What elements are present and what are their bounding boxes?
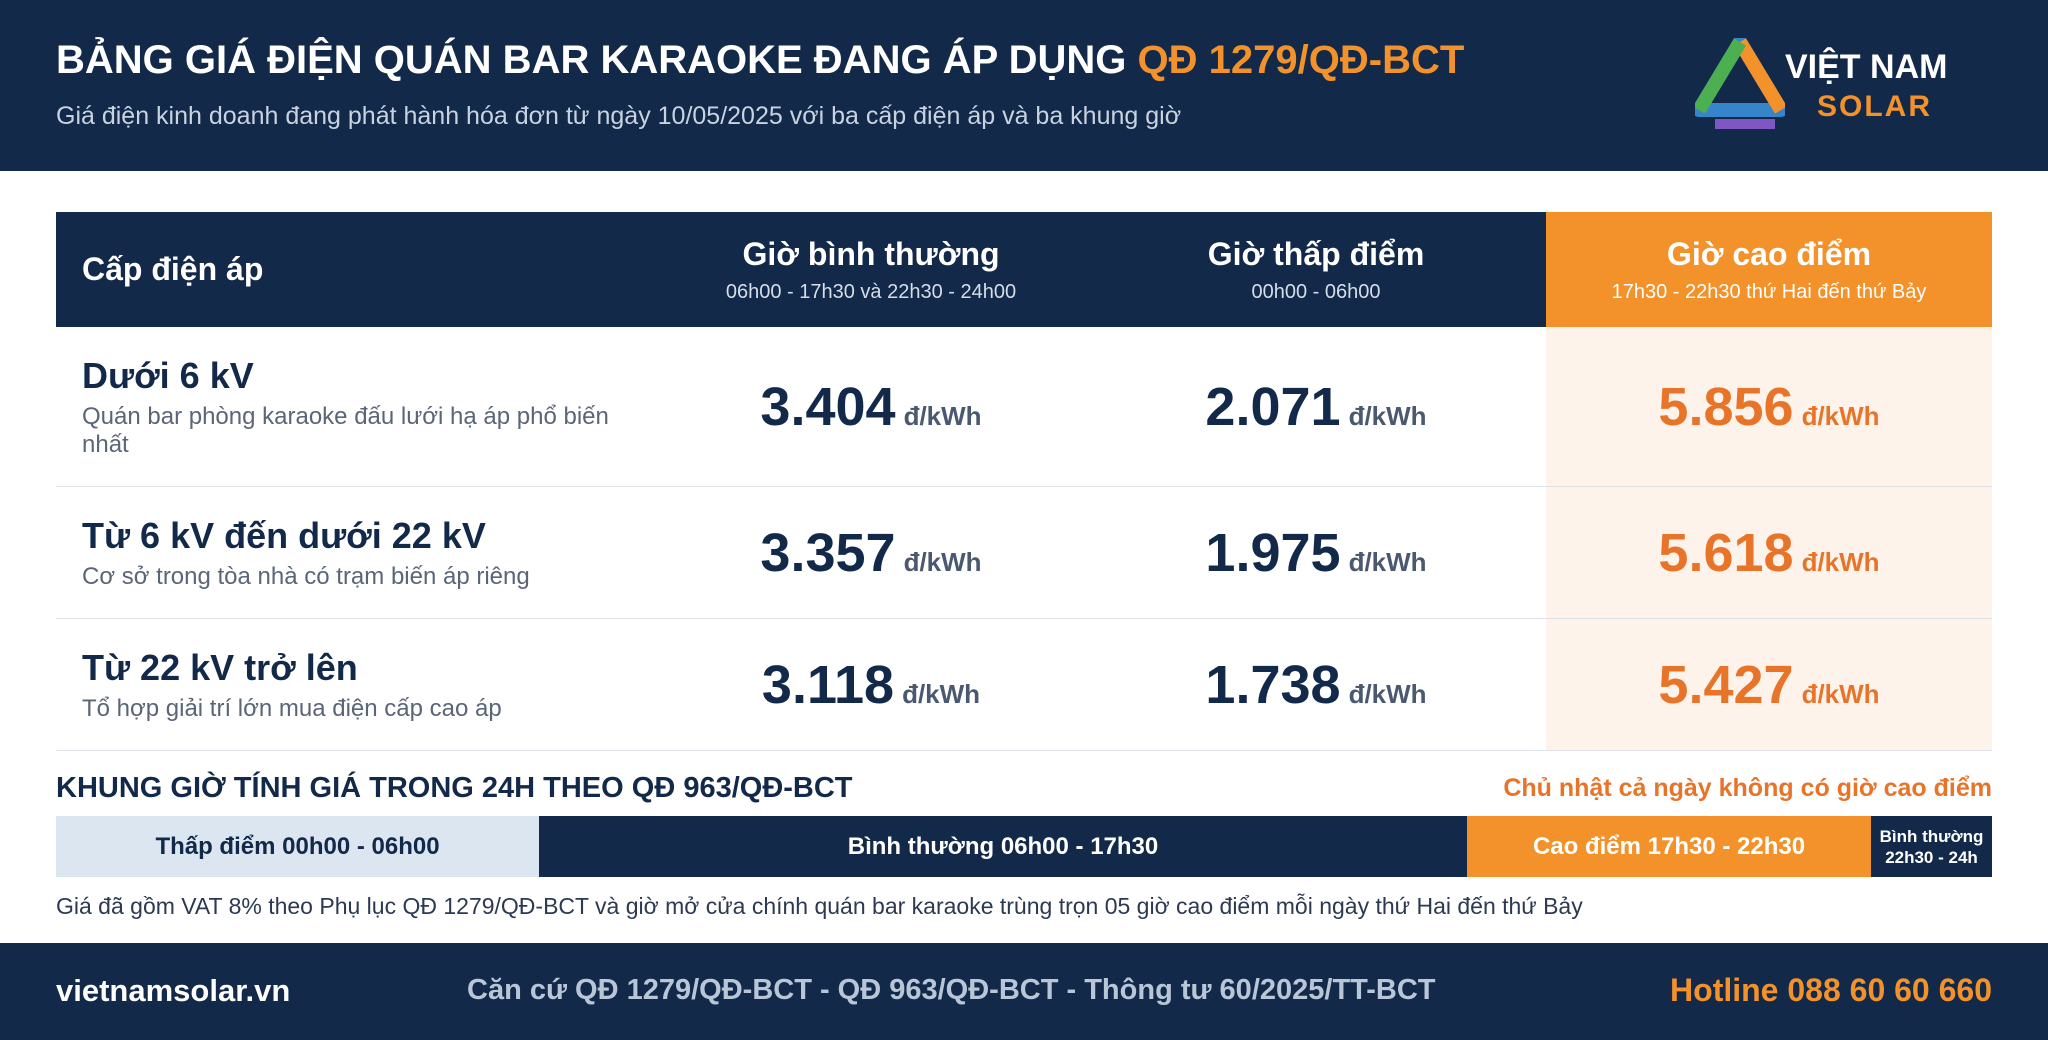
note: Giá đã gồm VAT 8% theo Phụ lục QĐ 1279/Q… <box>56 893 1583 919</box>
price-value: 3.118 <box>761 654 895 715</box>
logo-text: VIỆT NAM <box>1785 48 1948 86</box>
price-unit: đ/kWh <box>1348 546 1427 577</box>
sunday-note: Chủ nhật cả ngày không có giờ cao điểm <box>1503 774 1992 802</box>
price-value: 5.856 <box>1658 376 1794 437</box>
price-value: 3.357 <box>760 522 896 583</box>
price-cell: 5.618 đ/kWh <box>1546 487 1992 618</box>
price-unit: đ/kWh <box>1348 678 1427 709</box>
column-title: Giờ thấp điểm <box>1207 235 1425 272</box>
timeline-title: KHUNG GIỜ TÍNH GIÁ TRONG 24H THEO QĐ 963… <box>56 772 853 804</box>
basis: Căn cứ QĐ 1279/QĐ-BCT - QĐ 963/QĐ-BCT - … <box>467 974 1436 1006</box>
price: 2.071 đ/kWh <box>1205 376 1426 438</box>
level-cell: Từ 22 kV trở lên Tổ hợp giải trí lớn mua … <box>56 619 656 750</box>
price-cell: 2.071 đ/kWh <box>1086 327 1546 486</box>
header-cell: Giờ cao điểm 17h30 - 22h30 thứ Hai đến th… <box>1546 212 1992 327</box>
price: 3.118 đ/kWh <box>762 654 980 716</box>
level-desc: Quán bar phòng karaoke đấu lưới hạ áp ph… <box>82 402 609 458</box>
price: 5.856 đ/kWh <box>1658 376 1879 438</box>
price-table: Cấp điện áp Giờ bình thường 06h00 - 17h30… <box>56 212 1992 751</box>
price-value: 3.404 <box>760 376 896 437</box>
price-value: 5.618 <box>1658 522 1794 583</box>
segment: Bình thường 06h00 - 17h30 <box>539 816 1467 877</box>
title-highlight: QĐ 1279/QĐ-BCT <box>1137 38 1465 82</box>
header-cell: Giờ thấp điểm 00h00 - 06h00 <box>1086 212 1546 327</box>
table-header: Cấp điện áp Giờ bình thường 06h00 - 17h30… <box>56 212 1992 327</box>
level-cell: Dưới 6 kV Quán bar phòng karaoke đấu lưới… <box>56 327 656 486</box>
table-row: Dưới 6 kV Quán bar phòng karaoke đấu lưới… <box>56 327 1992 487</box>
voltage-level: Từ 6 kV đến dưới 22 kV <box>82 514 486 556</box>
price-value: 5.427 <box>1658 654 1794 715</box>
column-title: Giờ cao điểm <box>1666 235 1872 272</box>
price: 1.975 đ/kWh <box>1205 522 1426 584</box>
logo-text: SOLAR <box>1817 90 1932 123</box>
price-value: 2.071 <box>1205 376 1341 437</box>
segment-label: Thấp điểm 00h00 - 06h00 <box>155 832 440 860</box>
logo-mark <box>1695 38 1785 129</box>
column-title: Cấp điện áp <box>82 251 264 287</box>
segment: Cao điểm 17h30 - 22h30 <box>1467 816 1871 877</box>
level-cell: Từ 6 kV đến dưới 22 kV Cơ sở trong tòa nh… <box>56 487 656 618</box>
segment-sub: 22h30 - 24h <box>1885 847 1978 867</box>
voltage-level: Dưới 6 kV <box>82 354 254 396</box>
header-cell: Cấp điện áp <box>56 212 656 327</box>
price-cell: 3.404 đ/kWh <box>656 327 1086 486</box>
price-unit: đ/kWh <box>1801 400 1880 431</box>
price-value: 1.738 <box>1205 654 1341 715</box>
column-title: Giờ bình thường <box>742 235 1000 272</box>
price: 5.427 đ/kWh <box>1658 654 1879 716</box>
voltage-level: Từ 22 kV trở lên <box>82 646 358 688</box>
price-cell: 3.118 đ/kWh <box>656 619 1086 750</box>
column-sub: 00h00 - 06h00 <box>1251 280 1381 303</box>
price: 3.404 đ/kWh <box>760 376 981 438</box>
price-cell: 1.738 đ/kWh <box>1086 619 1546 750</box>
price-unit: đ/kWh <box>1348 400 1427 431</box>
timeline-bar: Thấp điểm 00h00 - 06h00 Bình thường 06h0… <box>56 816 1992 877</box>
price-cell: 3.357 đ/kWh <box>656 487 1086 618</box>
hotline[interactable]: Hotline 088 60 60 660 <box>1670 972 1992 1008</box>
price-unit: đ/kWh <box>1801 546 1880 577</box>
footer-band <box>0 943 2048 1040</box>
title-text: BẢNG GIÁ ĐIỆN QUÁN BAR KARAOKE ĐANG ÁP D… <box>56 38 1127 82</box>
column-sub: 17h30 - 22h30 thứ Hai đến thứ Bảy <box>1611 280 1927 303</box>
header-cell: Giờ bình thường 06h00 - 17h30 và 22h30 - … <box>656 212 1086 327</box>
website[interactable]: vietnamsolar.vn <box>56 973 291 1008</box>
price-unit: đ/kWh <box>902 678 981 709</box>
column-sub: 06h00 - 17h30 và 22h30 - 24h00 <box>725 280 1017 303</box>
price-cell: 1.975 đ/kWh <box>1086 487 1546 618</box>
price-value: 1.975 <box>1205 522 1341 583</box>
title: BẢNG GIÁ ĐIỆN QUÁN BAR KARAOKE ĐANG ÁP D… <box>56 38 1464 83</box>
table-body: Dưới 6 kV Quán bar phòng karaoke đấu lưới… <box>56 327 1992 751</box>
price: 1.738 đ/kWh <box>1205 654 1426 716</box>
level-desc: Tổ hợp giải trí lớn mua điện cấp cao áp <box>82 694 502 722</box>
price-cell: 5.427 đ/kWh <box>1546 619 1992 750</box>
price: 3.357 đ/kWh <box>760 522 981 584</box>
price-cell: 5.856 đ/kWh <box>1546 327 1992 486</box>
table-row: Từ 6 kV đến dưới 22 kV Cơ sở trong tòa nh… <box>56 487 1992 619</box>
segment: Bình thường 22h30 - 24h <box>1871 816 1992 877</box>
table-row: Từ 22 kV trở lên Tổ hợp giải trí lớn mua … <box>56 619 1992 751</box>
segment-label: Cao điểm 17h30 - 22h30 <box>1532 832 1806 860</box>
segment-label: Bình thường <box>1879 826 1984 846</box>
segment-label: Bình thường 06h00 - 17h30 <box>847 832 1159 860</box>
price-unit: đ/kWh <box>1801 678 1880 709</box>
price-unit: đ/kWh <box>903 400 982 431</box>
subtitle: Giá điện kinh doanh đang phát hành hóa đ… <box>56 102 1182 130</box>
price-unit: đ/kWh <box>903 546 982 577</box>
price: 5.618 đ/kWh <box>1658 522 1879 584</box>
level-desc: Cơ sở trong tòa nhà có trạm biến áp riên… <box>82 562 530 590</box>
segment: Thấp điểm 00h00 - 06h00 <box>56 816 539 877</box>
